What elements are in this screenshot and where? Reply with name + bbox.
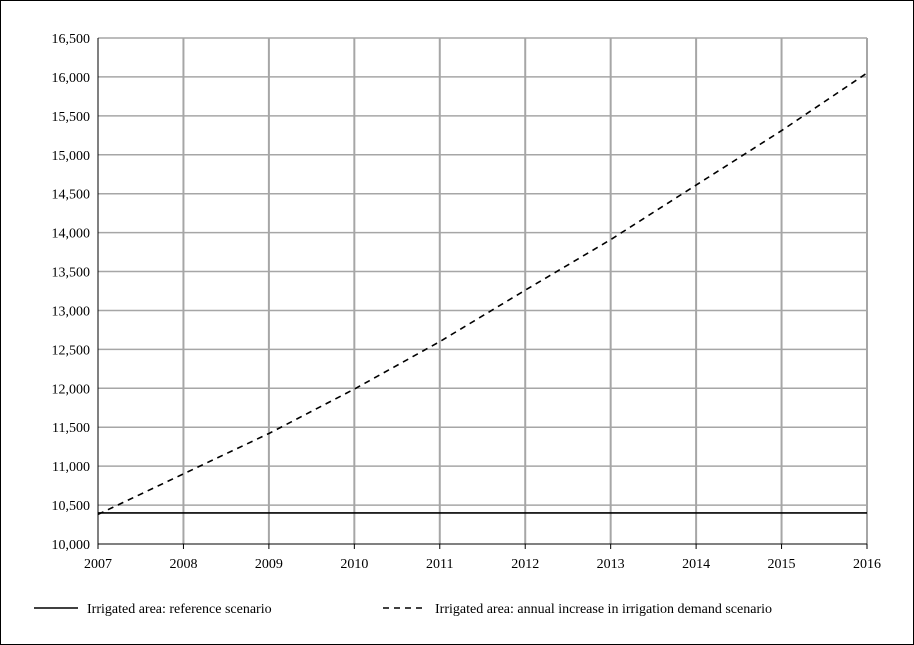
y-tick-label: 15,500 bbox=[52, 110, 91, 125]
y-tick-label: 11,000 bbox=[52, 460, 90, 475]
legend: Irrigated area: reference scenario Irriga… bbox=[34, 602, 772, 617]
x-tick-label: 2010 bbox=[340, 557, 368, 572]
x-tick-label: 2011 bbox=[426, 557, 453, 572]
y-tick-label: 14,000 bbox=[52, 227, 91, 242]
y-tick-label: 11,500 bbox=[52, 421, 90, 436]
y-tick-label: 12,000 bbox=[52, 382, 91, 397]
legend-label-1: Irrigated area: reference scenario bbox=[87, 602, 272, 617]
x-tick-label: 2009 bbox=[255, 557, 283, 572]
series-line-2 bbox=[97, 72, 868, 516]
y-tick-label: 14,500 bbox=[52, 188, 91, 203]
x-tick-label: 2012 bbox=[511, 557, 539, 572]
y-tick-label: 10,000 bbox=[52, 538, 91, 553]
x-tick-labels: 2007 2008 2009 2010 2011 2012 2013 2014 2015 2016 bbox=[84, 557, 881, 572]
x-tick-label: 2008 bbox=[169, 557, 197, 572]
x-tick-label: 2016 bbox=[853, 557, 881, 572]
x-tick-label: 2013 bbox=[597, 557, 625, 572]
y-tick-label: 13,500 bbox=[52, 266, 91, 281]
x-tick-label: 2014 bbox=[682, 557, 710, 572]
y-tick-labels: 10,000 10,500 11,000 11,500 12,000 12,500 13,0… bbox=[52, 32, 91, 553]
y-tick-label: 16,000 bbox=[52, 71, 91, 86]
y-tick-label: 10,500 bbox=[52, 499, 91, 514]
legend-label-2: Irrigated area: annual increase in irrig… bbox=[435, 602, 772, 617]
gridlines bbox=[98, 37, 868, 544]
y-tick-label: 13,000 bbox=[52, 304, 91, 319]
x-tick-label: 2015 bbox=[768, 557, 796, 572]
series-lines bbox=[97, 72, 868, 516]
axes bbox=[97, 38, 868, 549]
x-tick-label: 2007 bbox=[84, 557, 112, 572]
y-tick-label: 15,000 bbox=[52, 149, 91, 164]
y-tick-label: 16,500 bbox=[52, 32, 91, 47]
y-tick-label: 12,500 bbox=[52, 343, 91, 358]
